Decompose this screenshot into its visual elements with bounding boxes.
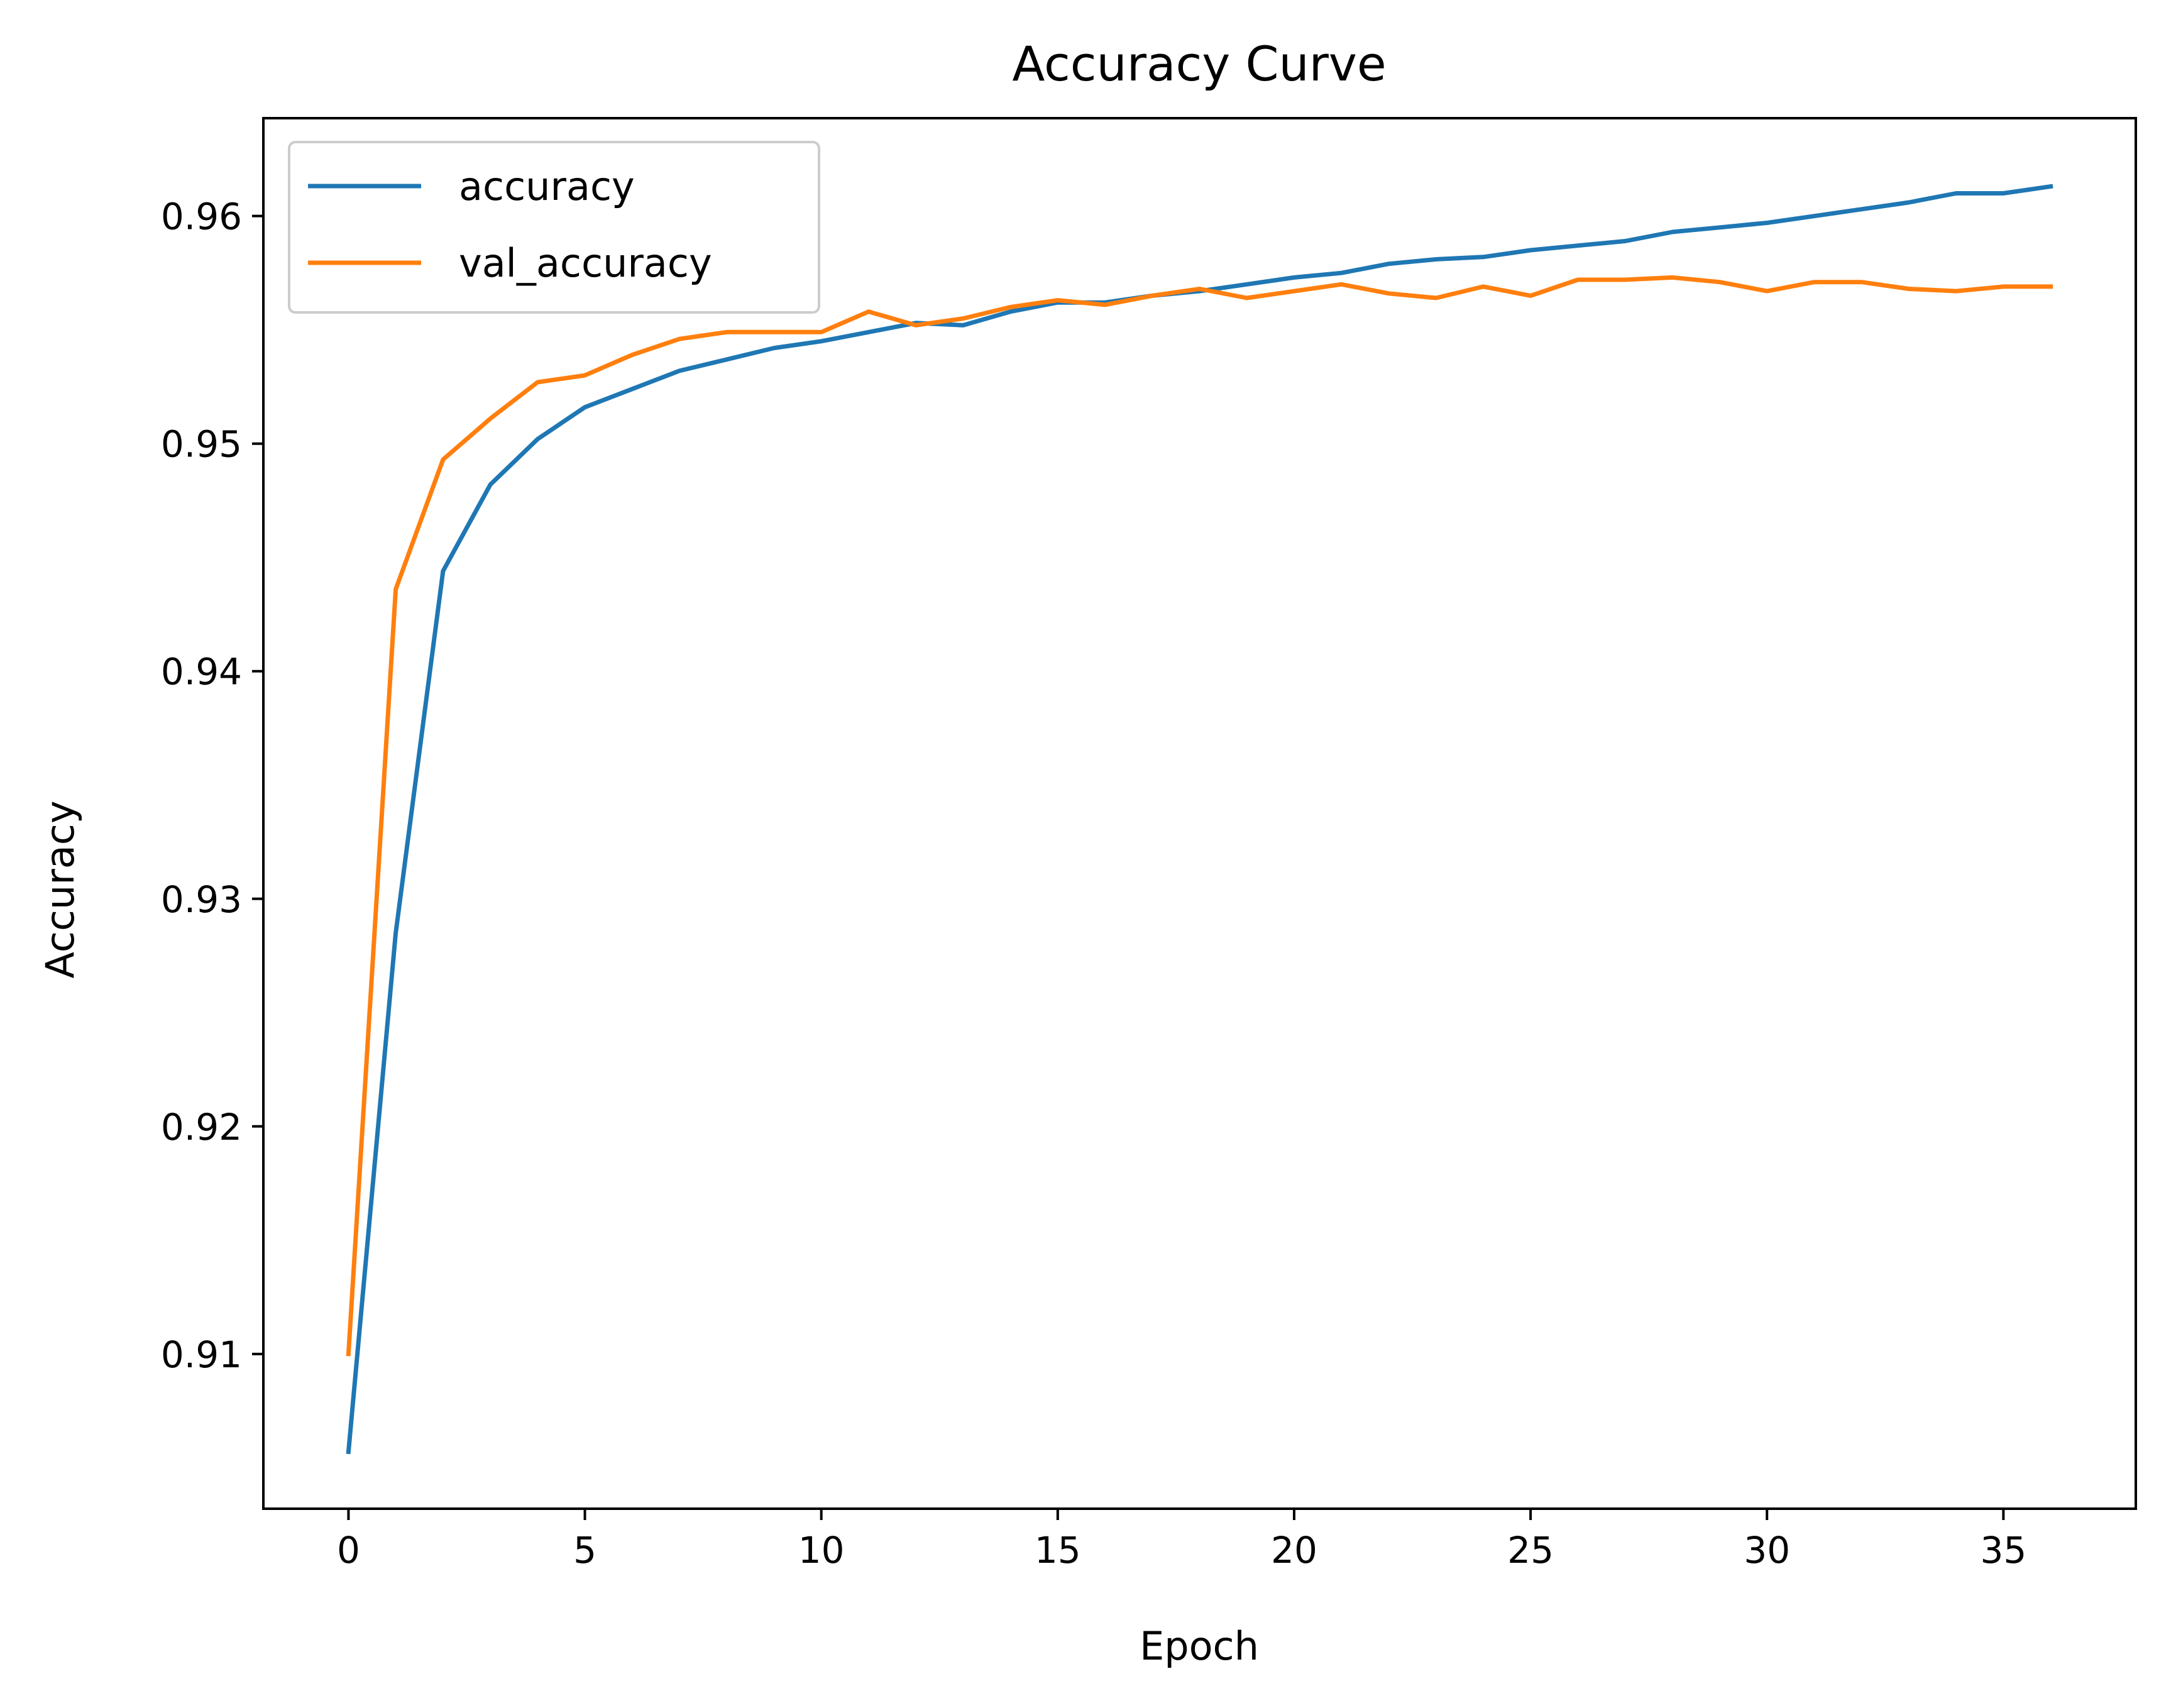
y-tick-label: 0.94	[161, 651, 242, 693]
y-axis-label: Accuracy	[37, 800, 83, 978]
y-tick-label: 0.92	[161, 1106, 242, 1149]
legend-label-accuracy: accuracy	[459, 163, 635, 209]
x-axis-label: Epoch	[1140, 1623, 1259, 1669]
legend: accuracy val_accuracy	[288, 141, 820, 314]
y-tick-label: 0.91	[161, 1333, 242, 1376]
x-tick-label: 35	[1980, 1529, 2026, 1572]
legend-label-val-accuracy: val_accuracy	[459, 240, 712, 286]
series-line-accuracy	[346, 184, 2053, 1455]
x-tick-label: 10	[798, 1529, 845, 1572]
x-tick-label: 5	[573, 1529, 596, 1572]
chart-title: Accuracy Curve	[1012, 36, 1386, 92]
series-line-val-accuracy	[346, 275, 2053, 1357]
x-tick-label: 30	[1744, 1529, 1790, 1572]
legend-box	[288, 141, 820, 314]
series-lines	[346, 184, 2053, 1455]
plot-frame	[262, 117, 2137, 1510]
axis-ticks: 0 5 10 15 20 25 30 35 0.91 0.92 0.93 0.94 0.95 0.96	[161, 196, 2026, 1572]
x-tick-label: 20	[1271, 1529, 1317, 1572]
x-tick-label: 25	[1507, 1529, 1554, 1572]
x-tick-label: 0	[337, 1529, 360, 1572]
x-tick-label: 15	[1035, 1529, 1081, 1572]
y-tick-label: 0.93	[161, 878, 242, 921]
y-tick-label: 0.96	[161, 196, 242, 238]
y-tick-label: 0.95	[161, 423, 242, 466]
